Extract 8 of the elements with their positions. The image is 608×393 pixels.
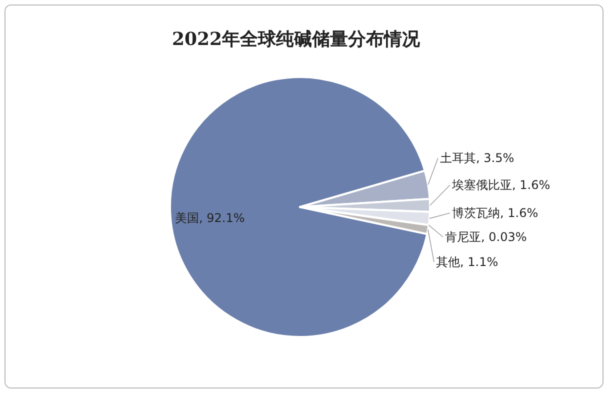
slice-label: 埃塞俄比亚, 1.6% (451, 178, 550, 192)
slice-label: 博茨瓦纳, 1.6% (452, 206, 538, 220)
slice-label: 其他, 1.1% (436, 255, 498, 269)
pie-slice (169, 76, 428, 338)
chart-title: 2022年全球纯碱储量分布情况 (172, 29, 422, 50)
slice-label: 肯尼亚, 0.03% (445, 230, 527, 244)
slice-label: 土耳其, 3.5% (440, 151, 514, 165)
slice-label: 美国, 92.1% (175, 211, 245, 225)
